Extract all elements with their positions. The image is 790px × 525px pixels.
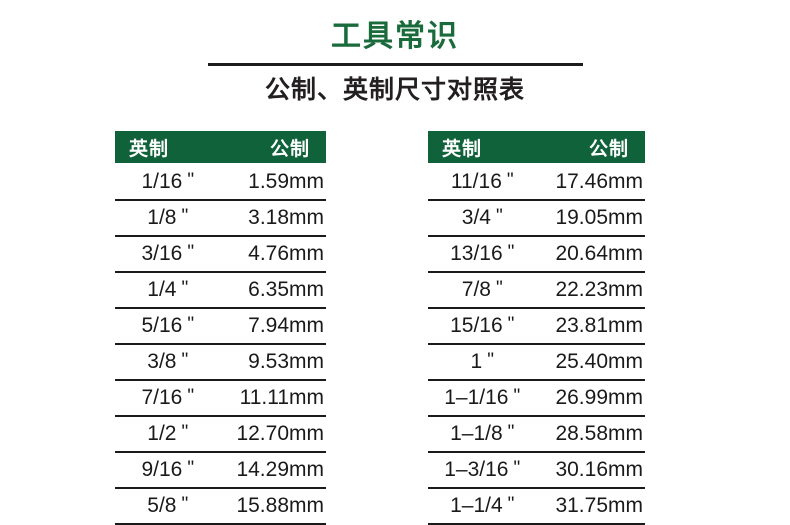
cell-metric: 19.05mm [536,200,645,237]
cell-metric: 25.40mm [536,344,645,381]
column-header-metric: 公制 [536,131,645,163]
cell-metric: 20.64mm [536,236,645,273]
table-row: 11/16 " 17.46mm [428,163,645,201]
table-row: 1/4 " 6.35mm [115,272,326,309]
table-row: 1/8 " 3.18mm [115,200,326,237]
cell-imperial: 7/16 " [115,380,221,417]
cell-imperial: 1–3/16 " [428,452,537,489]
table-header-right: 英制 公制 [428,131,645,163]
inch-mark: " [181,422,189,443]
table-row: 1–3/16 " 30.16mm [428,452,645,489]
cell-metric: 17.46mm [536,163,645,201]
inch-mark: " [187,242,195,263]
inch-mark: " [507,242,515,263]
title-divider [207,62,583,66]
table-row: 1–1/8 " 28.58mm [428,416,645,453]
cell-imperial: 11/16 " [428,163,537,201]
inch-mark: " [506,170,514,191]
inch-mark: " [181,206,189,227]
header-row: 英制 公制 [428,131,645,163]
cell-imperial: 5/8 " [115,488,221,525]
cell-imperial: 1 " [428,344,537,381]
table-row: 5/16 " 7.94mm [115,308,326,345]
cell-metric: 30.16mm [536,452,645,489]
table-body-right: 11/16 " 17.46mm 3/4 " 19.05mm 13/16 " 20.64mm 7/8… [428,163,645,525]
inch-mark: " [181,278,189,299]
inch-mark: " [507,314,515,335]
table-row: 15/16 " 23.81mm [428,308,645,345]
inch-mark: " [187,170,195,191]
table-row: 5/8 " 15.88mm [115,488,326,525]
cell-imperial: 1/16 " [115,163,221,201]
table-row: 1/16 " 1.59mm [115,163,326,201]
conversion-table-right: 英制 公制 11/16 " 17.46mm 3/4 " 19.05mm 13/16 " 20.6… [428,131,645,525]
table-row: 9/16 " 14.29mm [115,452,326,489]
conversion-tables-container: 英制 公制 1/16 " 1.59mm 1/8 " 3.18mm 3/16 " 4.76mm 1/… [0,131,790,525]
cell-imperial: 1–1/4 " [428,488,537,525]
inch-mark: " [187,314,195,335]
cell-imperial: 1–1/8 " [428,416,537,453]
table-row: 1–1/16 " 26.99mm [428,380,645,417]
cell-imperial: 15/16 " [428,308,537,345]
cell-metric: 11.11mm [220,380,326,417]
conversion-table-left: 英制 公制 1/16 " 1.59mm 1/8 " 3.18mm 3/16 " 4.76mm 1/… [115,131,326,525]
inch-mark: " [487,350,494,371]
cell-metric: 1.59mm [220,163,326,201]
cell-metric: 14.29mm [220,452,326,489]
page-header: 工具常识 公制、英制尺寸对照表 [0,0,790,106]
inch-mark: " [181,494,189,515]
page-title: 工具常识 [331,20,459,53]
cell-imperial: 3/16 " [115,236,221,273]
cell-imperial: 13/16 " [428,236,537,273]
cell-metric: 12.70mm [220,416,326,453]
cell-metric: 23.81mm [536,308,645,345]
page-subtitle: 公制、英制尺寸对照表 [264,75,525,104]
inch-mark: " [187,386,195,407]
cell-imperial: 9/16 " [115,452,221,489]
column-header-imperial: 英制 [428,131,537,163]
table-row: 3/4 " 19.05mm [428,200,645,237]
cell-metric: 22.23mm [536,272,645,309]
cell-metric: 4.76mm [220,236,326,273]
cell-metric: 26.99mm [536,380,645,417]
table-header-left: 英制 公制 [115,131,326,163]
cell-imperial: 3/4 " [428,200,537,237]
cell-metric: 3.18mm [220,200,326,237]
column-header-imperial: 英制 [115,131,221,163]
cell-metric: 15.88mm [220,488,326,525]
table-row: 1 " 25.40mm [428,344,645,381]
inch-mark: " [187,458,195,479]
table-row: 1/2 " 12.70mm [115,416,326,453]
inch-mark: " [507,494,515,515]
cell-metric: 7.94mm [220,308,326,345]
cell-imperial: 3/8 " [115,344,221,381]
table-row: 7/16 " 11.11mm [115,380,326,417]
cell-metric: 9.53mm [220,344,326,381]
inch-mark: " [513,458,521,479]
inch-mark: " [513,386,521,407]
cell-metric: 6.35mm [220,272,326,309]
inch-mark: " [495,278,503,299]
inch-mark: " [181,350,189,371]
header-row: 英制 公制 [115,131,326,163]
cell-imperial: 5/16 " [115,308,221,345]
cell-imperial: 1–1/16 " [428,380,537,417]
table-row: 3/16 " 4.76mm [115,236,326,273]
cell-imperial: 1/2 " [115,416,221,453]
cell-metric: 31.75mm [536,488,645,525]
inch-mark: " [495,206,503,227]
cell-imperial: 7/8 " [428,272,537,309]
cell-imperial: 1/4 " [115,272,221,309]
inch-mark: " [507,422,515,443]
cell-metric: 28.58mm [536,416,645,453]
table-row: 7/8 " 22.23mm [428,272,645,309]
column-header-metric: 公制 [220,131,326,163]
table-body-left: 1/16 " 1.59mm 1/8 " 3.18mm 3/16 " 4.76mm 1/4 " 6.35… [115,163,326,525]
table-row: 13/16 " 20.64mm [428,236,645,273]
cell-imperial: 1/8 " [115,200,221,237]
table-row: 3/8 " 9.53mm [115,344,326,381]
table-row: 1–1/4 " 31.75mm [428,488,645,525]
